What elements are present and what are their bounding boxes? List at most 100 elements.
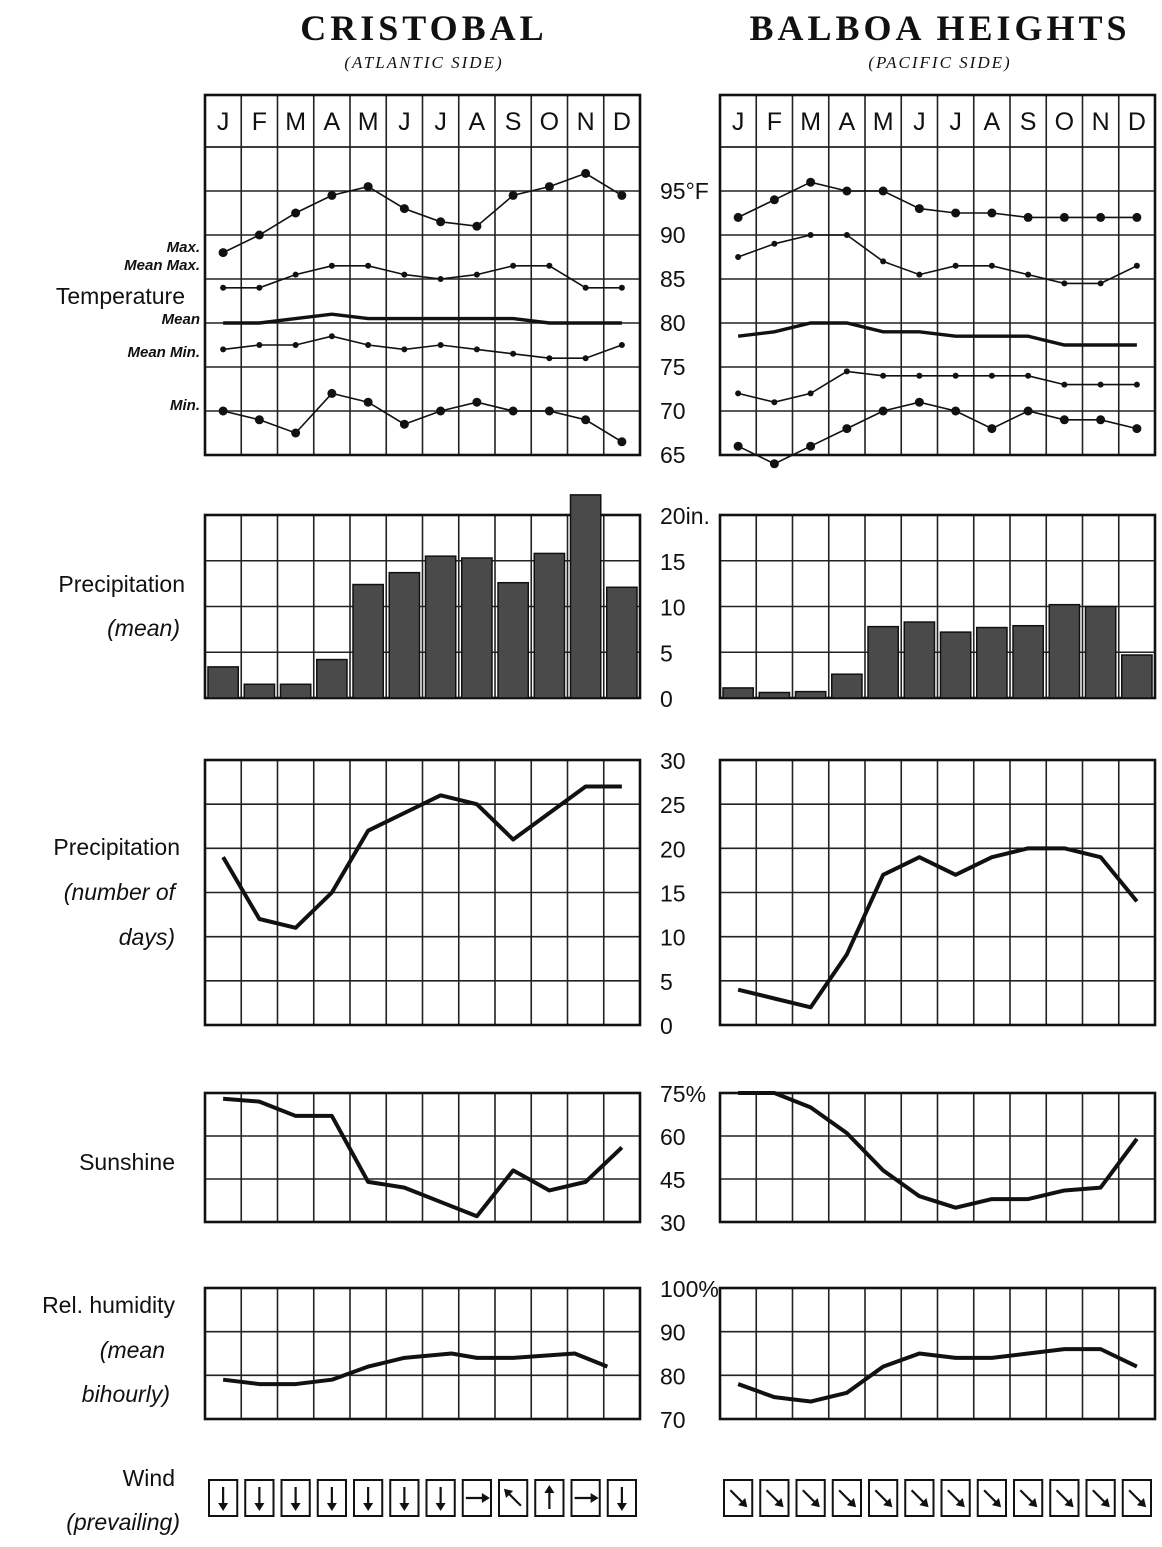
temp-point-balboa [1025, 272, 1031, 278]
precip-bar-cristobal [244, 684, 274, 698]
month-label-cristobal: J [217, 108, 230, 136]
temp-point-balboa [951, 407, 960, 416]
precip-bar-balboa [868, 627, 898, 698]
series-label-max: Max. [167, 239, 200, 256]
temp-point-cristobal [472, 398, 481, 407]
temp-point-balboa [1132, 424, 1141, 433]
temp-point-cristobal [581, 169, 590, 178]
temp-point-cristobal [329, 333, 335, 339]
precip-bar-cristobal [426, 556, 456, 698]
wind-arrow-head [254, 1503, 264, 1511]
temp-point-balboa [842, 187, 851, 196]
series-label-mean-max: Mean Max. [124, 257, 200, 274]
temp-point-balboa [1096, 213, 1105, 222]
label-precip-days: Precipitation [53, 834, 180, 860]
precip-tick-label: 5 [660, 640, 673, 666]
wind-arrow-balboa [981, 1487, 1005, 1511]
temp-point-cristobal [293, 272, 299, 278]
wind-arrow-head [327, 1503, 337, 1511]
temp-point-balboa [808, 232, 814, 238]
temp-point-cristobal [400, 204, 409, 213]
precip-bar-balboa [1049, 605, 1079, 698]
precip-bar-balboa [904, 622, 934, 698]
temp-point-cristobal [509, 407, 518, 416]
temp-point-balboa [951, 209, 960, 218]
temp-point-cristobal [256, 342, 262, 348]
month-label-cristobal: M [285, 108, 306, 136]
month-label-cristobal: M [358, 108, 379, 136]
precip-bar-balboa [1013, 626, 1043, 698]
temp-point-balboa [916, 272, 922, 278]
precip-bar-cristobal [607, 587, 637, 698]
month-label-balboa: A [839, 108, 856, 136]
temp-point-cristobal [436, 407, 445, 416]
subtitle-balboa: (PACIFIC SIDE) [868, 53, 1011, 72]
month-label-balboa: O [1055, 108, 1074, 136]
precip-bar-balboa [759, 693, 789, 698]
wind-arrow-head [482, 1493, 490, 1503]
temp-point-cristobal [472, 222, 481, 231]
temp-point-cristobal [327, 389, 336, 398]
month-label-balboa: M [800, 108, 821, 136]
temp-point-cristobal [510, 263, 516, 269]
sun-tick-label: 75% [660, 1081, 706, 1107]
temp-point-balboa [1024, 407, 1033, 416]
temp-point-cristobal [365, 263, 371, 269]
month-label-balboa: J [913, 108, 926, 136]
month-label-balboa: J [949, 108, 962, 136]
temp-point-cristobal [220, 346, 226, 352]
temp-point-balboa [844, 232, 850, 238]
days-tick-label: 15 [660, 881, 686, 907]
wind-arrow-balboa [763, 1487, 787, 1511]
month-label-cristobal: A [469, 108, 486, 136]
hum-tick-label: 90 [660, 1320, 686, 1346]
precip-bar-cristobal [534, 553, 564, 698]
temp-point-cristobal [329, 263, 335, 269]
temp-point-balboa [806, 178, 815, 187]
temp-point-balboa [987, 424, 996, 433]
temp-point-balboa [842, 424, 851, 433]
temp-point-balboa [735, 254, 741, 260]
title-cristobal: CRISTOBAL [300, 8, 547, 48]
wind-arrow-head [436, 1503, 446, 1511]
label-wind-sub: (prevailing) [66, 1509, 180, 1535]
wind-arrow-head [291, 1503, 301, 1511]
series-label-min: Min. [170, 397, 200, 414]
temp-point-cristobal [619, 342, 625, 348]
temp-point-balboa [771, 241, 777, 247]
sun-tick-label: 45 [660, 1167, 686, 1193]
label-sunshine: Sunshine [79, 1149, 175, 1175]
wind-arrow-cristobal [218, 1487, 228, 1511]
ticks-layer: J F M A M J J A S O N D J F M A M J J A S O N D95°F908580757065… [217, 108, 1146, 1433]
label-precip-mean: Precipitation [58, 571, 185, 597]
precip-bar-balboa [796, 692, 826, 698]
precip-bar-balboa [723, 688, 753, 698]
temp-point-cristobal [436, 217, 445, 226]
month-label-balboa: S [1020, 108, 1037, 136]
temp-point-balboa [879, 187, 888, 196]
temp-point-balboa [915, 204, 924, 213]
temp-point-balboa [916, 373, 922, 379]
precip-bar-balboa [977, 628, 1007, 698]
temp-point-cristobal [327, 191, 336, 200]
temp-point-cristobal [256, 285, 262, 291]
temp-point-balboa [770, 195, 779, 204]
wind-arrow-balboa [872, 1487, 896, 1511]
precip-bar-cristobal [317, 660, 347, 698]
month-label-cristobal: O [540, 108, 559, 136]
temp-point-balboa [1060, 415, 1069, 424]
temp-point-balboa [808, 390, 814, 396]
wind-arrow-balboa [1089, 1487, 1113, 1511]
temp-tick-label: 70 [660, 398, 686, 424]
label-humidity-sub2: bihourly) [82, 1381, 170, 1407]
wind-arrow-cristobal [466, 1493, 490, 1503]
temp-point-cristobal [509, 191, 518, 200]
temp-point-balboa [1098, 382, 1104, 388]
sun-tick-label: 60 [660, 1124, 686, 1150]
wind-arrow-head [617, 1503, 627, 1511]
temp-point-cristobal [401, 272, 407, 278]
month-label-balboa: F [767, 108, 782, 136]
temp-tick-label: 65 [660, 442, 686, 468]
precip-bar-cristobal [498, 583, 528, 698]
temp-tick-label: 95°F [660, 178, 709, 204]
